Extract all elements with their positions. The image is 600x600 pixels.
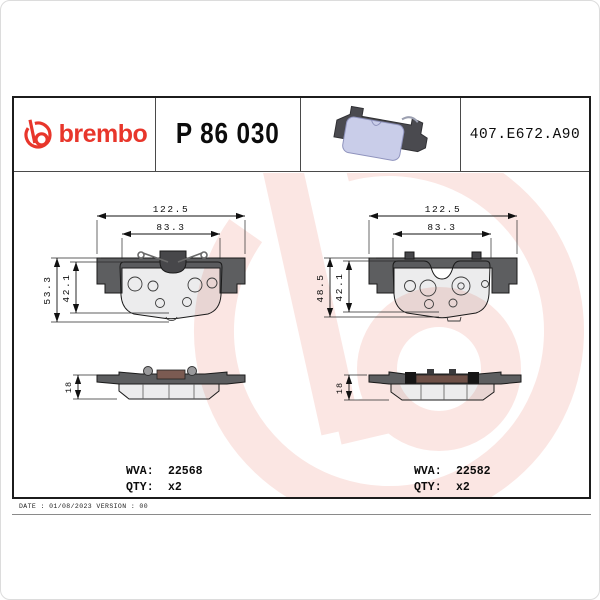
left-width-outer-dim: 122.5 — [153, 204, 190, 215]
right-width-outer-dim: 122.5 — [425, 204, 462, 215]
right-pad-face-marks — [404, 276, 489, 322]
left-pad-dimensions: 122.5 83.3 53.3 42.1 — [42, 204, 246, 323]
wva-value: 22568 — [168, 465, 203, 478]
brake-pad-product-image — [332, 105, 428, 161]
left-pad-spec-block: WVA: 22568 QTY: x2 — [126, 464, 203, 496]
brand-logo-cell: brembo — [14, 98, 156, 171]
wva-value: 22582 — [456, 465, 491, 478]
reference-code: 407.E672.A90 — [469, 126, 581, 143]
left-center-lug — [159, 250, 187, 274]
header-row: brembo P 86 030 407.E672.A90 — [14, 98, 589, 172]
product-spring-clip — [401, 115, 419, 123]
left-pad-side-view: 18 — [64, 366, 246, 400]
footer-rule — [12, 514, 591, 515]
part-number: P 86 030 — [176, 118, 280, 150]
left-wva-row: WVA: 22568 — [126, 464, 203, 480]
product-pad-notch — [370, 119, 382, 126]
brembo-emblem-icon — [24, 118, 52, 149]
qty-label: QTY: — [126, 481, 154, 494]
right-backing-plate — [368, 257, 518, 294]
left-backing-plate — [96, 257, 246, 294]
right-side-friction-edge — [390, 383, 495, 401]
right-thickness-dim: 18 — [335, 382, 345, 394]
right-side-hardware — [405, 369, 479, 384]
right-pad-side-view: 18 — [335, 369, 522, 401]
right-pad-front-view — [368, 251, 518, 322]
right-side-seams — [420, 384, 468, 400]
qty-value: x2 — [456, 481, 470, 494]
left-side-seams — [142, 384, 195, 399]
left-width-inner-dim: 83.3 — [156, 222, 185, 233]
right-pad-spec-block: WVA: 22582 QTY: x2 — [414, 464, 491, 496]
right-height-outer-dim: 48.5 — [315, 273, 326, 302]
right-width-inner-dim: 83.3 — [427, 222, 456, 233]
reference-cell: 407.E672.A90 — [461, 98, 589, 171]
left-pad-front-view — [96, 250, 246, 321]
left-pad-face-marks — [127, 276, 218, 321]
part-number-cell: P 86 030 — [156, 98, 301, 171]
right-top-tab — [471, 251, 482, 260]
right-height-inner-dim: 42.1 — [334, 272, 345, 301]
left-friction-pad — [119, 261, 223, 320]
left-height-inner-dim: 42.1 — [61, 273, 72, 302]
product-pad-face — [341, 116, 404, 161]
left-spring-clip — [137, 251, 208, 263]
right-top-tab — [404, 251, 415, 260]
qty-value: x2 — [168, 481, 182, 494]
revision-line: DATE : 01/08/2023 VERSION : 00 — [19, 503, 149, 510]
left-height-outer-dim: 53.3 — [42, 275, 53, 304]
right-wva-row: WVA: 22582 — [414, 464, 491, 480]
left-side-hardware — [143, 366, 197, 380]
wva-label: WVA: — [414, 465, 442, 478]
brand-wordmark: brembo — [58, 120, 148, 148]
left-qty-row: QTY: x2 — [126, 480, 203, 496]
right-qty-row: QTY: x2 — [414, 480, 491, 496]
qty-label: QTY: — [414, 481, 442, 494]
right-friction-pad — [392, 260, 491, 319]
wva-label: WVA: — [126, 465, 154, 478]
right-pad-dimensions: 122.5 83.3 48.5 42.1 — [315, 204, 518, 318]
product-image-cell — [301, 98, 461, 171]
brembo-watermark-logo — [194, 173, 584, 497]
left-thickness-dim: 18 — [64, 381, 74, 393]
